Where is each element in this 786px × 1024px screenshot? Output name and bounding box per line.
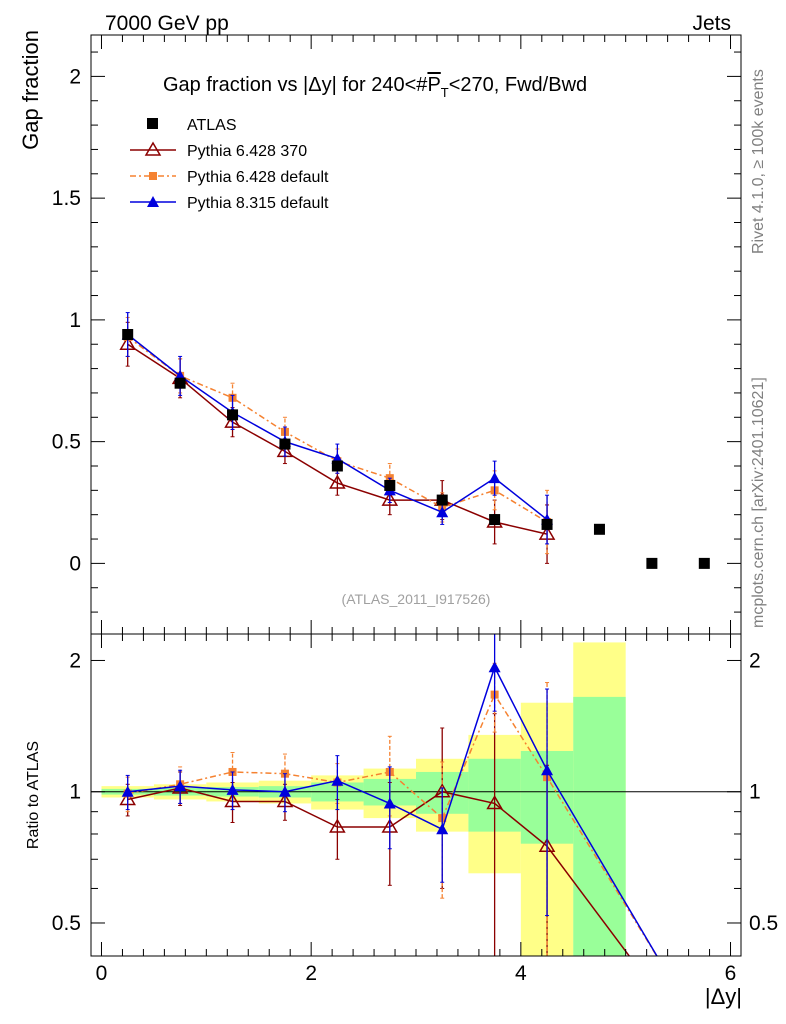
legend-py8-label: Pythia 8.315 default — [187, 195, 329, 212]
main-series-line — [127, 336, 548, 523]
ratio-point — [486, 794, 503, 810]
main-point — [436, 506, 449, 518]
mcplots-label: mcplots.cern.ch [arXiv:2401.10621] — [750, 377, 767, 628]
legend-py6-370-label: Pythia 6.428 370 — [187, 143, 307, 160]
ratio-xtick-label: 0 — [96, 962, 108, 985]
main-series-line — [127, 343, 548, 535]
main-series-3 — [121, 312, 554, 545]
main-point — [381, 491, 399, 506]
main-point — [698, 557, 710, 569]
main-point — [384, 479, 396, 491]
ratio-ytick-label-right: 1 — [749, 781, 761, 804]
legend: ATLAS Pythia 6.428 370 Pythia 6.428 defa… — [130, 117, 329, 212]
main-point — [646, 557, 658, 569]
main-series-0 — [122, 329, 710, 569]
chart-title-pre: Gap fraction vs |Δy| for 240<# — [163, 74, 428, 96]
ratio-point — [541, 764, 554, 776]
legend-py8-marker — [147, 196, 159, 207]
ratio-point — [121, 785, 134, 797]
ratio-ytick-label-right: 0.5 — [749, 912, 778, 935]
ratio-point — [226, 783, 239, 795]
ratio-ytick-label-left: 2 — [69, 649, 81, 672]
legend-py6-370-marker — [144, 141, 162, 156]
ratio-ytick-label-right: 2 — [749, 649, 761, 672]
main-point — [436, 494, 448, 506]
legend-py6-default-label: Pythia 6.428 default — [187, 169, 329, 186]
legend-py6-default-marker — [149, 172, 157, 180]
main-ytick-label: 1 — [69, 309, 81, 332]
main-ytick-label: 0 — [69, 552, 81, 575]
ratio-point — [436, 823, 449, 835]
ratio-band-green — [573, 696, 626, 956]
chart-title-pt-subscript: T — [441, 85, 449, 100]
ratio-point — [278, 785, 291, 797]
ratio-point — [383, 797, 396, 809]
main-point — [541, 518, 553, 530]
main-ytick-label: 0.5 — [52, 431, 81, 454]
main-series-1 — [119, 321, 556, 564]
ratio-series-line — [127, 693, 658, 956]
ratio-series-line — [127, 787, 631, 956]
ratio-ytick-label-left: 0.5 — [52, 912, 81, 935]
ratio-point — [331, 774, 344, 786]
main-point — [329, 474, 346, 489]
header-energy-label: 7000 GeV pp — [105, 12, 229, 35]
main-panel: 0 0.5 1 1.5 2 — [52, 34, 742, 635]
chart-title-post: <270, Fwd/Bwd — [449, 74, 587, 96]
legend-atlas-marker — [147, 118, 158, 129]
main-point — [331, 460, 343, 472]
header-jets-label: Jets — [692, 12, 731, 35]
legend-atlas-label: ATLAS — [187, 117, 237, 134]
main-point — [122, 329, 134, 340]
ratio-series-line — [127, 665, 658, 956]
ratio-panel: 0.5 0.5 1 1 2 2 0 2 4 6 — [52, 633, 778, 985]
ratio-xtick-label: 6 — [725, 962, 737, 985]
rivet-version-label: Rivet 4.1.0, ≥ 100k events — [750, 69, 767, 254]
ratio-point — [174, 780, 187, 792]
main-point — [488, 472, 501, 484]
chart-title: Gap fraction vs |Δy| for 240<#PT<270, Fw… — [163, 74, 587, 100]
ratio-plot-area — [91, 634, 741, 956]
ratio-xlabel: |Δy| — [705, 984, 742, 1009]
ratio-xtick-label: 2 — [305, 962, 317, 985]
main-point — [227, 409, 239, 421]
main-point — [489, 514, 501, 526]
ratio-ylabel: Ratio to ATLAS — [25, 741, 42, 849]
analysis-watermark: (ATLAS_2011_I917526) — [342, 591, 491, 607]
chart-title-pt: P — [427, 74, 440, 96]
ratio-point — [488, 661, 501, 673]
main-ytick-label: 1.5 — [52, 187, 81, 210]
main-ytick-label: 2 — [69, 65, 81, 88]
ratio-series-3 — [121, 634, 658, 956]
ratio-ytick-label-left: 1 — [69, 781, 81, 804]
ratio-xtick-label: 4 — [515, 962, 527, 985]
main-point — [174, 377, 186, 389]
ratio-point — [329, 818, 346, 833]
main-point — [279, 438, 291, 450]
main-point — [593, 523, 605, 535]
main-ylabel: Gap fraction — [18, 30, 43, 150]
